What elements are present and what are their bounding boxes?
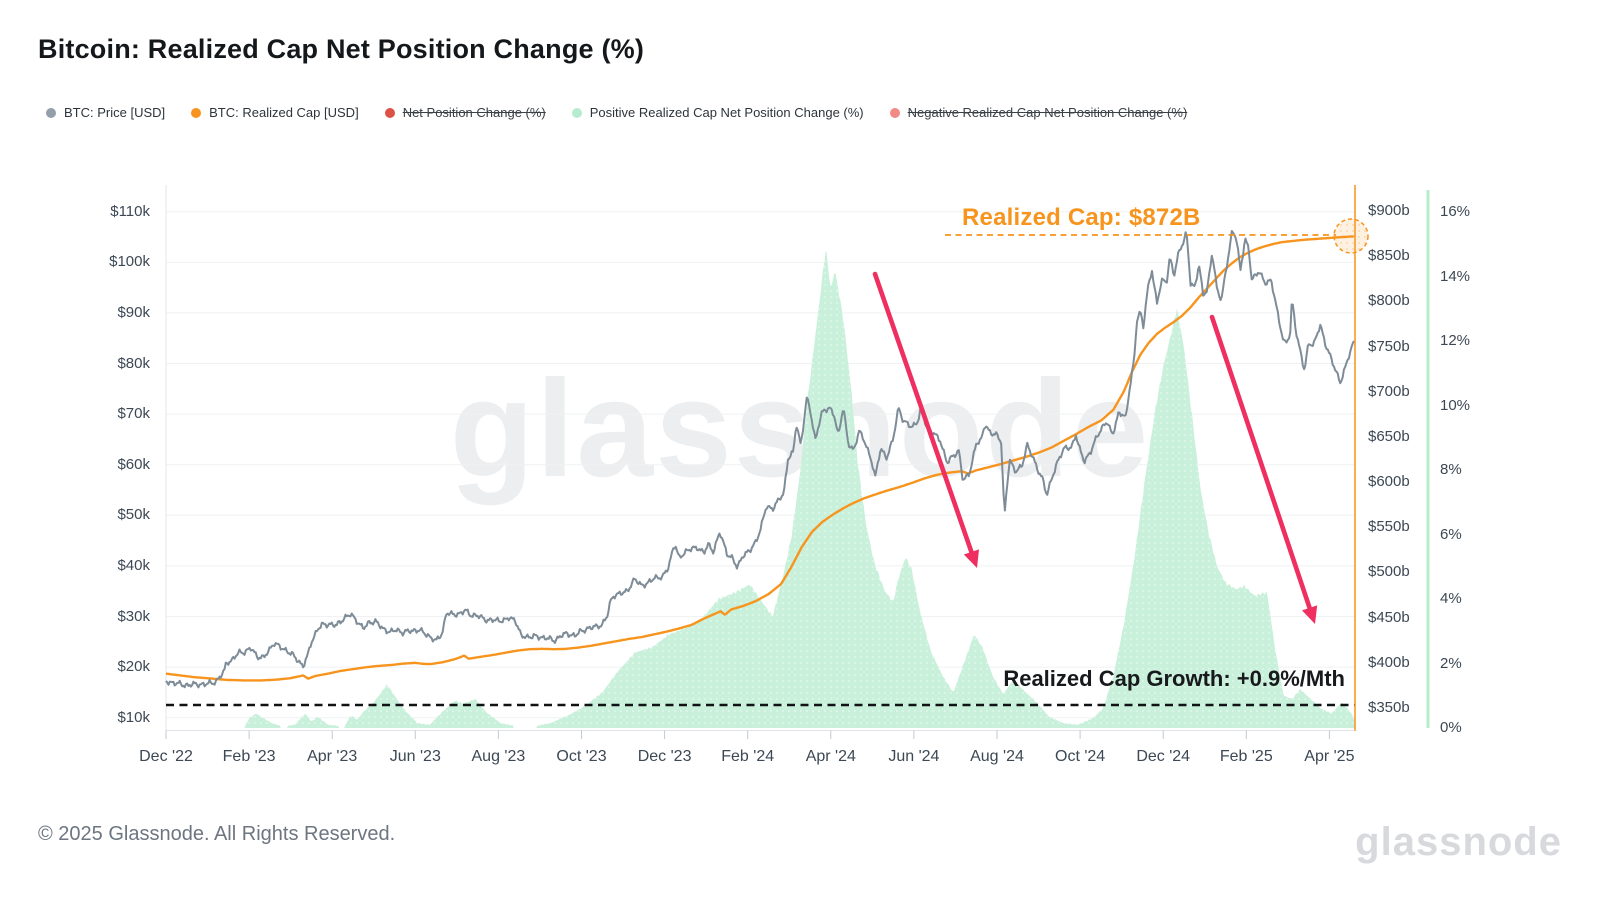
legend-item-label: BTC: Realized Cap [USD] [209,105,359,120]
chart-legend: BTC: Price [USD] BTC: Realized Cap [USD] N… [46,105,1187,120]
legend-swatch-icon [191,107,202,118]
legend-item-label: Positive Realized Cap Net Position Chang… [589,105,864,120]
realized-cap-end-marker-texture [1334,219,1368,253]
legend-item-label: BTC: Price [USD] [64,105,166,120]
legend-swatch-icon [46,107,56,118]
price-line [165,230,1355,689]
legend-item[interactable]: BTC: Price [USD] [46,105,165,120]
legend-item-label: Net Position Change (%) [402,105,546,120]
realized-cap-line [165,235,1354,682]
realized-cap-annotation: Realized Cap: $872B [962,204,1201,231]
positive-net-position-area-texture [166,251,1356,728]
legend-swatch-icon [571,107,582,118]
trend-arrow [1209,314,1313,613]
legend-item[interactable]: BTC: Realized Cap [USD] [191,105,359,120]
legend-swatch-icon [384,107,395,118]
legend-item-label: Negative Realized Cap Net Position Chang… [907,105,1188,120]
trend-arrow-head [963,549,979,568]
legend-item[interactable]: Positive Realized Cap Net Position Chang… [571,105,864,120]
legend-item[interactable]: Negative Realized Cap Net Position Chang… [889,105,1188,120]
realized-cap-growth-annotation: Realized Cap Growth: +0.9%/Mth [1003,666,1345,691]
glassnode-watermark: glassnode [449,352,1151,506]
legend-item[interactable]: Net Position Change (%) [384,105,546,120]
trend-arrow-head [1302,605,1318,624]
copyright-text: © 2025 Glassnode. All Rights Reserved. [38,823,396,845]
page-title: Bitcoin: Realized Cap Net Position Chang… [38,34,645,64]
legend-swatch-icon [889,107,900,118]
trend-arrow [872,271,975,557]
glassnode-logo: glassnode [1355,820,1562,864]
